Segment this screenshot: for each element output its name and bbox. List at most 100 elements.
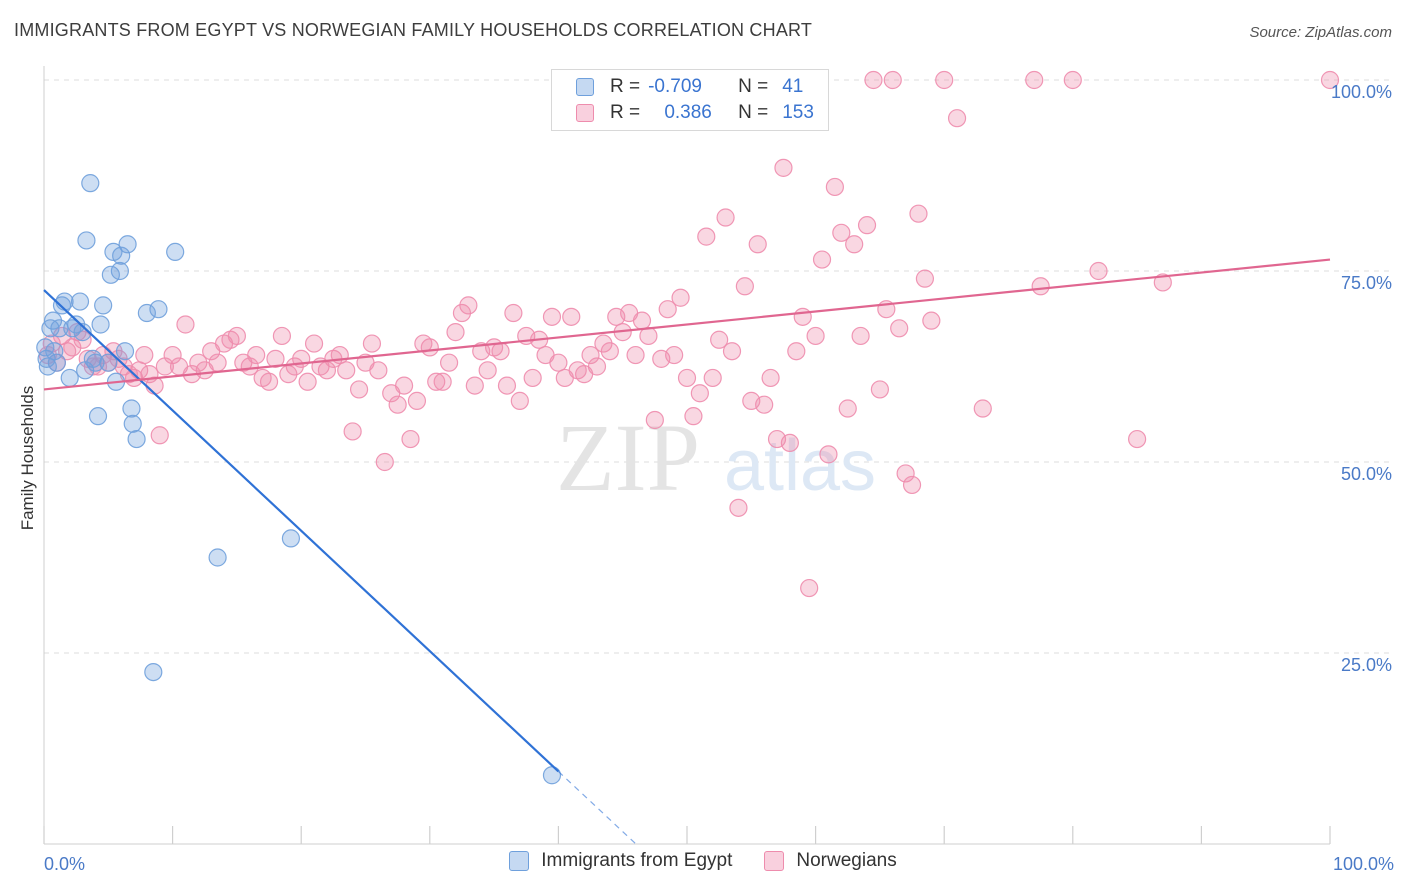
norwegians-point [729,498,748,517]
legend-item-norwegians[interactable]: Norwegians [764,850,897,872]
egypt-point [88,407,108,426]
correlation-legend: R = -0.709 N = 41 R = 0.386 N = 153 [551,69,829,131]
norwegians-point [883,70,902,90]
tick-labels: 25.0% 50.0% 75.0% 100.0% 0.0% 100.0% [44,82,1394,874]
norwegians-point [240,357,259,376]
legend-item-egypt[interactable]: Immigrants from Egypt [509,850,732,872]
norwegians-point [285,357,304,376]
norwegians-point [135,345,154,365]
chart-title: IMMIGRANTS FROM EGYPT VS NORWEGIAN FAMIL… [14,20,813,40]
norwegians-point [388,395,407,414]
egypt-point [281,529,301,548]
norwegians-point [587,357,607,376]
norwegians-point [1153,273,1172,292]
norwegians-point [581,345,600,365]
x-tick-label: 0.0% [44,854,85,874]
legend-n-value-norwegians: 153 [782,102,814,123]
norwegians-point [922,311,941,330]
norwegians-point [523,368,542,388]
norwegians-point [176,315,195,334]
watermark-atlas: atlas [724,426,876,506]
egypt-point [127,429,146,449]
egypt-point [70,292,90,311]
norwegians-point [446,323,465,342]
norwegians-point [684,407,703,426]
egypt-point [81,174,100,193]
egypt-point [118,235,137,254]
norwegians-point [1031,277,1050,296]
norwegians-point [247,345,266,365]
norwegians-point [272,326,292,346]
norwegians-point [478,361,497,380]
norwegians-point [542,307,562,326]
norwegians-point [150,426,169,445]
egypt-point [149,300,168,319]
norwegians-point [1089,261,1108,281]
egypt-point [73,323,92,342]
legend-swatch-norwegians [576,104,594,122]
norwegians-point [716,208,735,227]
legend-swatch-egypt [509,851,530,871]
norwegians-point [677,368,697,388]
norwegians-point [812,250,832,269]
trend-lines [43,258,1331,845]
legend-n-value-egypt: 41 [782,76,804,97]
norwegians-point [825,177,844,197]
egypt-point [542,766,562,785]
norwegians-point [645,410,664,430]
legend-label-egypt: Immigrants from Egypt [541,850,733,871]
norwegians-point [703,368,722,388]
norwegians-point [896,464,915,483]
norwegians-point [163,345,182,365]
egypt-trend-extension [557,770,636,845]
egypt-point [43,311,63,330]
norwegians-point [819,445,838,464]
norwegians-point [665,345,684,365]
egypt-point [208,548,227,567]
norwegians-point [497,376,517,395]
egypt-trend-line [43,289,560,773]
norwegians-point [755,395,774,414]
norwegians-point [690,384,709,403]
legend-row-egypt: R = -0.709 N = 41 [576,75,803,99]
egypt-point [99,353,118,372]
norwegians-point [947,109,967,128]
norwegians-point [427,372,446,391]
norwegians-point [1025,70,1044,90]
egypt-point [38,357,57,376]
egypt-point [101,265,120,284]
egypt-point [45,342,64,361]
norwegians-point [433,372,452,391]
legend-n-label: N = [738,76,769,97]
norwegians-point [857,216,877,235]
egypt-point [77,231,96,250]
norwegians-point [710,330,729,349]
chart-source: Source: ZipAtlas.com [1249,24,1392,41]
norwegians-point [407,391,427,410]
norwegians-point [394,376,414,395]
norwegians-point [902,475,922,495]
norwegians-point [1063,70,1082,90]
norwegians-point [735,277,754,296]
norwegians-point [266,349,285,368]
norwegians-point [452,303,472,323]
norwegians-point [562,307,581,326]
egypt-point [36,338,55,357]
axes [43,66,1331,845]
norwegians-point [227,326,246,346]
norwegians-point [491,342,510,361]
norwegians-point [343,422,362,441]
norwegians-point [298,372,317,391]
norwegians-point [780,433,799,452]
norwegians-point [439,353,459,372]
norwegians-point [851,326,870,346]
norwegians-point [793,307,812,326]
norwegians-point [774,158,793,177]
legend-r-value-egypt: -0.709 [648,76,702,97]
norwegians-points [38,70,1340,598]
norwegians-trend-line [43,258,1331,391]
legend-swatch-egypt [576,78,594,96]
norwegians-point [375,452,394,472]
egypt-point [91,315,110,334]
